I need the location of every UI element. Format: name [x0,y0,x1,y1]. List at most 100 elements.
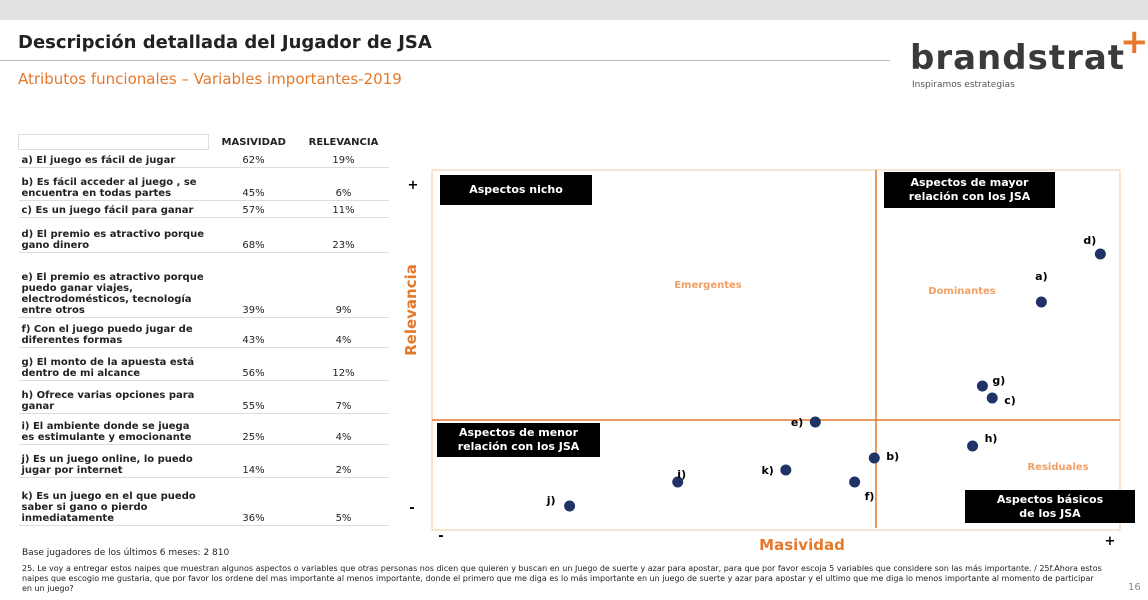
zone-bg [920,281,1004,299]
value-cell: 11% [298,200,389,218]
point-label: k) [761,464,773,477]
value-cell: 39% [208,252,299,318]
label-cell: h) Ofrece varias opciones para ganar [18,380,209,414]
value-cell: 68% [208,217,299,253]
value-cell: 55% [208,380,299,414]
table-row: c) Es un juego fácil para ganar 57% 11% [18,200,389,218]
header-cell [18,134,209,150]
label-cell: i) El ambiente donde se juega es estimul… [18,413,209,445]
quadrant-label: Aspectos de mayor relación con los JSA [908,176,1031,203]
quadrant-label: Aspectos básicos de los JSA [996,492,1104,520]
value-cell: 57% [208,200,299,218]
point [780,464,792,476]
point [849,476,861,488]
value-cell: 43% [208,317,299,348]
point [986,392,998,404]
point-label: f) [865,490,875,503]
label-cell: b) Es fácil acceder al juego , se encuen… [18,167,209,201]
quadrant-label-wrap: Aspectos nicho [469,183,563,196]
column-header: MASIVIDAD [221,136,286,148]
logo: brandstrat [910,38,1126,78]
label-cell: f) Con el juego puedo jugar de diferente… [18,317,209,348]
value-cell: 62% [208,149,299,168]
axis-sign: - [438,529,443,544]
zone-label: Residuales [1027,462,1088,473]
point-label: i) [677,468,686,481]
point-label: g) [992,374,1005,387]
point [967,440,979,452]
top-bar [0,0,1148,20]
x-axis-label: Masividad [759,536,845,554]
axis-sign: + [1105,534,1116,549]
title: Descripción detallada del Jugador de JSA [18,32,432,53]
quadrant-label-wrap: Aspectos de mayor relación con los JSA [908,176,1031,203]
zone-label: Emergentes [674,280,742,291]
label-cell: j) Es un juego online, lo puedo jugar po… [18,444,209,478]
value-cell: 14% [208,444,299,478]
value-cell: 25% [208,413,299,445]
point-label: c) [1004,394,1016,407]
quadrant-label-wrap: Aspectos básicos de los JSA [996,492,1104,520]
value-cell: 45% [208,167,299,201]
point-label: a) [1035,270,1047,283]
table-row: d) El premio es atractivo porque gano di… [18,217,389,253]
quadrant-box [437,423,600,457]
zone-bg [666,275,750,293]
axis-sign: + [408,178,419,193]
zone-bg [1016,457,1100,475]
table-row: k) Es un juego en el que puedo saber si … [18,477,389,526]
value-cell: 7% [298,380,389,414]
table-row: f) Con el juego puedo jugar de diferente… [18,317,389,348]
quadrant-box [965,490,1135,523]
column-header: RELEVANCIA [308,136,379,148]
table-row: h) Ofrece varias opciones para ganar 55% 7… [18,380,389,414]
point-label: d) [1083,234,1096,247]
base-note: Base jugadores de los últimos 6 meses: 2… [22,548,230,558]
tagline: Inspiramos estrategias [912,80,1015,90]
quadrant-label: Aspectos de menor relación con los JSA [457,426,580,453]
point-label: h) [985,432,998,445]
quadrant-box [884,172,1055,208]
table-row: e) El premio es atractivo porque puedo g… [18,252,389,318]
quadrant-box [440,175,592,205]
divider [0,60,890,61]
value-cell: 6% [298,167,389,201]
point [1094,248,1106,260]
point [1035,296,1047,308]
table-row: g) El monto de la apuesta está dentro de… [18,347,389,381]
value-cell: 19% [298,149,389,168]
point-label: e) [791,416,804,429]
table-row: i) El ambiente donde se juega es estimul… [18,413,389,445]
value-cell: 56% [208,347,299,381]
label-cell: k) Es un juego en el que puedo saber si … [18,477,209,526]
point-label: b) [886,450,899,463]
logo-mark: + [1120,22,1148,62]
subtitle: Atributos funcionales – Variables import… [18,70,402,88]
label-cell: c) Es un juego fácil para ganar [18,200,209,218]
value-cell: 5% [298,477,389,526]
label-cell: e) El premio es atractivo porque puedo g… [18,252,209,318]
value-cell: 2% [298,444,389,478]
label-cell: d) El premio es atractivo porque gano di… [18,217,209,253]
value-cell: 4% [298,413,389,445]
table-row: a) El juego es fácil de jugar 62% 19% [18,149,389,168]
quadrant-label-wrap: Aspectos de menor relación con los JSA [457,426,580,453]
plot-frame [431,169,1121,531]
value-cell: 9% [298,252,389,318]
point-label: j) [546,494,556,507]
label-cell: a) El juego es fácil de jugar [18,149,209,168]
value-cell: 12% [298,347,389,381]
value-cell: 4% [298,317,389,348]
y-axis-label: Relevancia [402,264,420,356]
question-note: 25. Le voy a entregar estos naipes que m… [22,564,1102,593]
point [564,500,576,512]
point [868,452,880,464]
point [672,476,684,488]
value-cell: 36% [208,477,299,526]
value-cell: 23% [298,217,389,253]
label-cell: g) El monto de la apuesta está dentro de… [18,347,209,381]
point [809,416,821,428]
quadrant-label: Aspectos nicho [469,183,563,196]
